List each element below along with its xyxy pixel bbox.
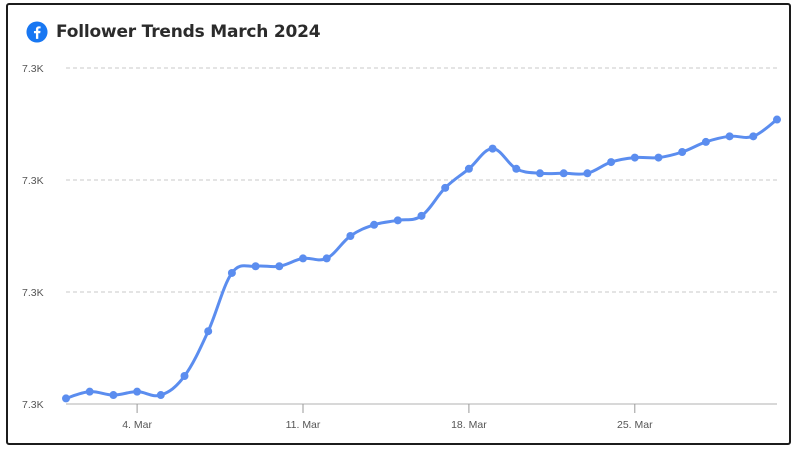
data-point[interactable] bbox=[417, 211, 426, 220]
facebook-icon bbox=[26, 21, 48, 43]
data-point[interactable] bbox=[607, 158, 616, 167]
data-point[interactable] bbox=[701, 137, 710, 146]
data-point[interactable] bbox=[299, 254, 307, 263]
data-point[interactable] bbox=[725, 132, 734, 141]
data-point[interactable] bbox=[678, 148, 687, 156]
data-point[interactable] bbox=[393, 216, 402, 225]
data-point[interactable] bbox=[559, 169, 568, 178]
y-tick-label: 7.3K bbox=[22, 287, 44, 299]
data-point[interactable] bbox=[133, 387, 142, 396]
y-tick-label: 7.3K bbox=[22, 399, 44, 411]
data-point[interactable] bbox=[749, 132, 758, 141]
data-point[interactable] bbox=[536, 169, 544, 178]
data-point[interactable] bbox=[204, 327, 213, 336]
data-point[interactable] bbox=[583, 169, 592, 178]
chart-title: Follower Trends March 2024 bbox=[56, 22, 321, 42]
data-point[interactable] bbox=[773, 115, 781, 124]
data-point[interactable] bbox=[654, 153, 663, 162]
x-tick-label: 25. Mar bbox=[617, 419, 653, 431]
data-point[interactable] bbox=[322, 254, 331, 263]
data-point[interactable] bbox=[512, 164, 521, 173]
data-point[interactable] bbox=[275, 262, 284, 271]
data-point[interactable] bbox=[227, 268, 236, 277]
data-point[interactable] bbox=[251, 262, 260, 271]
data-point[interactable] bbox=[156, 391, 165, 400]
y-tick-label: 7.3K bbox=[22, 175, 44, 187]
data-point[interactable] bbox=[109, 391, 118, 400]
x-tick-label: 18. Mar bbox=[451, 419, 487, 431]
data-point[interactable] bbox=[488, 144, 497, 153]
x-tick-label: 11. Mar bbox=[286, 419, 321, 431]
data-point[interactable] bbox=[630, 153, 639, 162]
data-point[interactable] bbox=[180, 372, 189, 380]
x-tick-label: 4. Mar bbox=[122, 419, 152, 431]
data-point[interactable] bbox=[85, 387, 94, 396]
data-point[interactable] bbox=[370, 220, 379, 229]
data-point[interactable] bbox=[62, 394, 70, 403]
series-line bbox=[64, 118, 779, 400]
y-tick-label: 7.3K bbox=[22, 63, 44, 75]
data-point[interactable] bbox=[441, 183, 450, 192]
grid-lines bbox=[66, 67, 777, 293]
data-point[interactable] bbox=[346, 232, 355, 240]
series-points bbox=[62, 115, 781, 403]
data-point[interactable] bbox=[464, 164, 473, 173]
x-axis: 4. Mar 11. Mar 18. Mar 25. Mar bbox=[66, 403, 777, 431]
chart-header: Follower Trends March 2024 bbox=[26, 20, 321, 44]
y-axis-labels: 7.3K 7.3K 7.3K 7.3K bbox=[22, 63, 44, 411]
